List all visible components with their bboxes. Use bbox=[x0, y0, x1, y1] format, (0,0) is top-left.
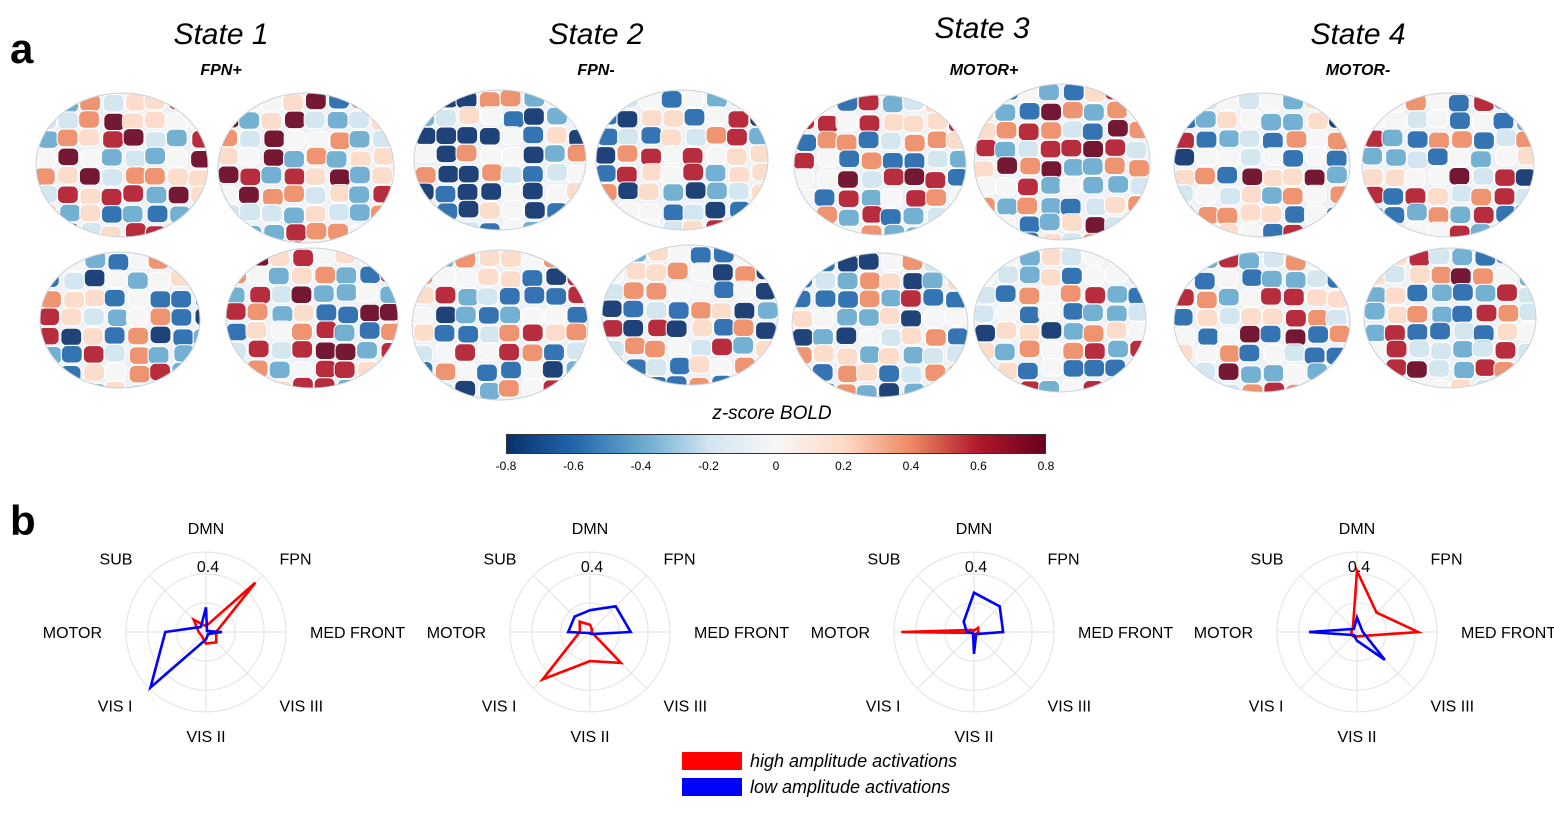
radar-axis-label: VIS II bbox=[1337, 729, 1376, 746]
state-4-subtitle: MOTOR- bbox=[1325, 62, 1391, 79]
colorbar bbox=[506, 434, 1046, 454]
radar-chart-state-4: 0.4 DMN FPN MED FRONT VIS III VIS II VIS I MOTO… bbox=[1194, 521, 1554, 746]
state-2-subtitle: FPN- bbox=[577, 62, 615, 79]
brain-view bbox=[973, 83, 1151, 241]
state-1-subtitle: FPN+ bbox=[200, 62, 242, 79]
radar-grid bbox=[509, 551, 671, 713]
radar-axis-label: FPN bbox=[1431, 551, 1463, 568]
state-3-title: State 3 bbox=[934, 12, 1030, 45]
radar-axis-label: VIS III bbox=[1431, 699, 1475, 716]
colorbar-tick-label: -0.4 bbox=[630, 459, 652, 473]
radar-axis-label: SUB bbox=[1251, 551, 1284, 568]
colorbar-tick-label: -0.6 bbox=[563, 459, 584, 473]
radar-axis-label: MED FRONT bbox=[1078, 625, 1173, 642]
radar-axis-label: VIS III bbox=[280, 699, 324, 716]
radar-axis-label: MOTOR bbox=[427, 625, 486, 642]
radar-axis-label: DMN bbox=[1339, 521, 1375, 538]
radar-axis-label: SUB bbox=[868, 551, 901, 568]
colorbar-tick-label: 0.8 bbox=[1037, 459, 1055, 473]
colorbar-tick-label: -0.8 bbox=[495, 459, 517, 473]
brain-view bbox=[791, 252, 969, 398]
legend-swatch-high bbox=[682, 752, 742, 770]
legend-item-high: high amplitude activations bbox=[682, 748, 957, 774]
radar-axis-label: MED FRONT bbox=[694, 625, 789, 642]
brain-view bbox=[1173, 251, 1351, 393]
radar-axis-label: VIS III bbox=[664, 699, 708, 716]
brain-view bbox=[1363, 247, 1537, 389]
radar-axis-label: VIS I bbox=[98, 699, 133, 716]
radar-axis-label: FPN bbox=[1048, 551, 1080, 568]
colorbar-tick-label: 0.4 bbox=[902, 459, 920, 473]
radar-axis-label: DMN bbox=[572, 521, 608, 538]
radar-axis-label: DMN bbox=[188, 521, 224, 538]
brain-view bbox=[1173, 92, 1351, 238]
radar-axis-label: SUB bbox=[100, 551, 133, 568]
radar-series-line bbox=[148, 606, 223, 692]
radar-series-line bbox=[566, 604, 633, 636]
colorbar-tick-label: -0.2 bbox=[698, 459, 719, 473]
brain-view bbox=[1361, 92, 1535, 238]
radar-ring-label: 0.4 bbox=[1348, 559, 1370, 576]
radar-ring-label: 0.4 bbox=[197, 559, 219, 576]
brain-view bbox=[413, 89, 587, 231]
radar-chart-state-3: 0.4 DMN FPN MED FRONT VIS III VIS II VIS I MOTO… bbox=[811, 521, 1174, 746]
state-1-title: State 1 bbox=[173, 18, 269, 51]
state-3-subtitle: MOTOR+ bbox=[949, 62, 1019, 79]
brain-view bbox=[793, 94, 967, 236]
panel-label-a: a bbox=[10, 25, 34, 72]
radar-axis-label: MOTOR bbox=[43, 625, 102, 642]
radar-axis-label: VIS I bbox=[1249, 699, 1284, 716]
radar-axis-label: VIS III bbox=[1048, 699, 1092, 716]
state-2-title: State 2 bbox=[548, 18, 644, 51]
radar-axis-label: VIS I bbox=[482, 699, 517, 716]
radar-axis-label: FPN bbox=[664, 551, 696, 568]
radar-axis-label: VIS II bbox=[954, 729, 993, 746]
brain-view bbox=[39, 251, 201, 389]
brain-view bbox=[595, 89, 769, 231]
legend-label-low: low amplitude activations bbox=[750, 776, 951, 797]
legend: high amplitude activations low amplitude… bbox=[682, 748, 957, 800]
colorbar-tick-label: 0.2 bbox=[835, 459, 852, 473]
panel-label-b: b bbox=[10, 497, 36, 544]
state-4-title: State 4 bbox=[1310, 18, 1406, 51]
brain-renderings bbox=[35, 83, 1537, 401]
legend-swatch-low bbox=[682, 778, 742, 796]
radar-axis-label: DMN bbox=[956, 521, 992, 538]
radar-axis-label: FPN bbox=[280, 551, 312, 568]
radar-series-line bbox=[1308, 613, 1386, 661]
brain-view bbox=[225, 247, 399, 389]
colorbar-tick-label: 0 bbox=[772, 459, 780, 473]
radar-axis-label: MED FRONT bbox=[1461, 625, 1554, 642]
brain-view bbox=[217, 92, 395, 244]
colorbar-tick-label: 0.6 bbox=[970, 459, 987, 473]
radar-grid bbox=[1276, 551, 1438, 713]
brain-view bbox=[411, 249, 589, 401]
legend-item-low: low amplitude activations bbox=[682, 774, 957, 800]
radar-axis-label: MED FRONT bbox=[310, 625, 405, 642]
radar-axis-label: MOTOR bbox=[1194, 625, 1253, 642]
radar-axis-label: MOTOR bbox=[811, 625, 870, 642]
radar-series-line bbox=[191, 581, 257, 646]
radar-axis-label: VIS II bbox=[570, 729, 609, 746]
brain-view bbox=[601, 244, 779, 386]
radar-series-line bbox=[962, 590, 1005, 654]
radar-axis-label: VIS II bbox=[186, 729, 225, 746]
legend-label-high: high amplitude activations bbox=[750, 750, 958, 771]
radar-ring-label: 0.4 bbox=[581, 559, 603, 576]
radar-axis-label: VIS I bbox=[866, 699, 901, 716]
radar-ring-label: 0.4 bbox=[965, 559, 987, 576]
radar-series-line bbox=[538, 619, 625, 683]
radar-chart-state-2: 0.4 DMN FPN MED FRONT VIS III VIS II VIS I MOTO… bbox=[427, 521, 790, 746]
radar-chart-state-1: 0.4 DMN FPN MED FRONT VIS III VIS II VIS I MOTO… bbox=[43, 521, 406, 746]
radar-axis-label: SUB bbox=[484, 551, 517, 568]
brain-view bbox=[35, 92, 209, 238]
colorbar-title: z-score BOLD bbox=[712, 403, 832, 424]
brain-view bbox=[973, 247, 1147, 393]
